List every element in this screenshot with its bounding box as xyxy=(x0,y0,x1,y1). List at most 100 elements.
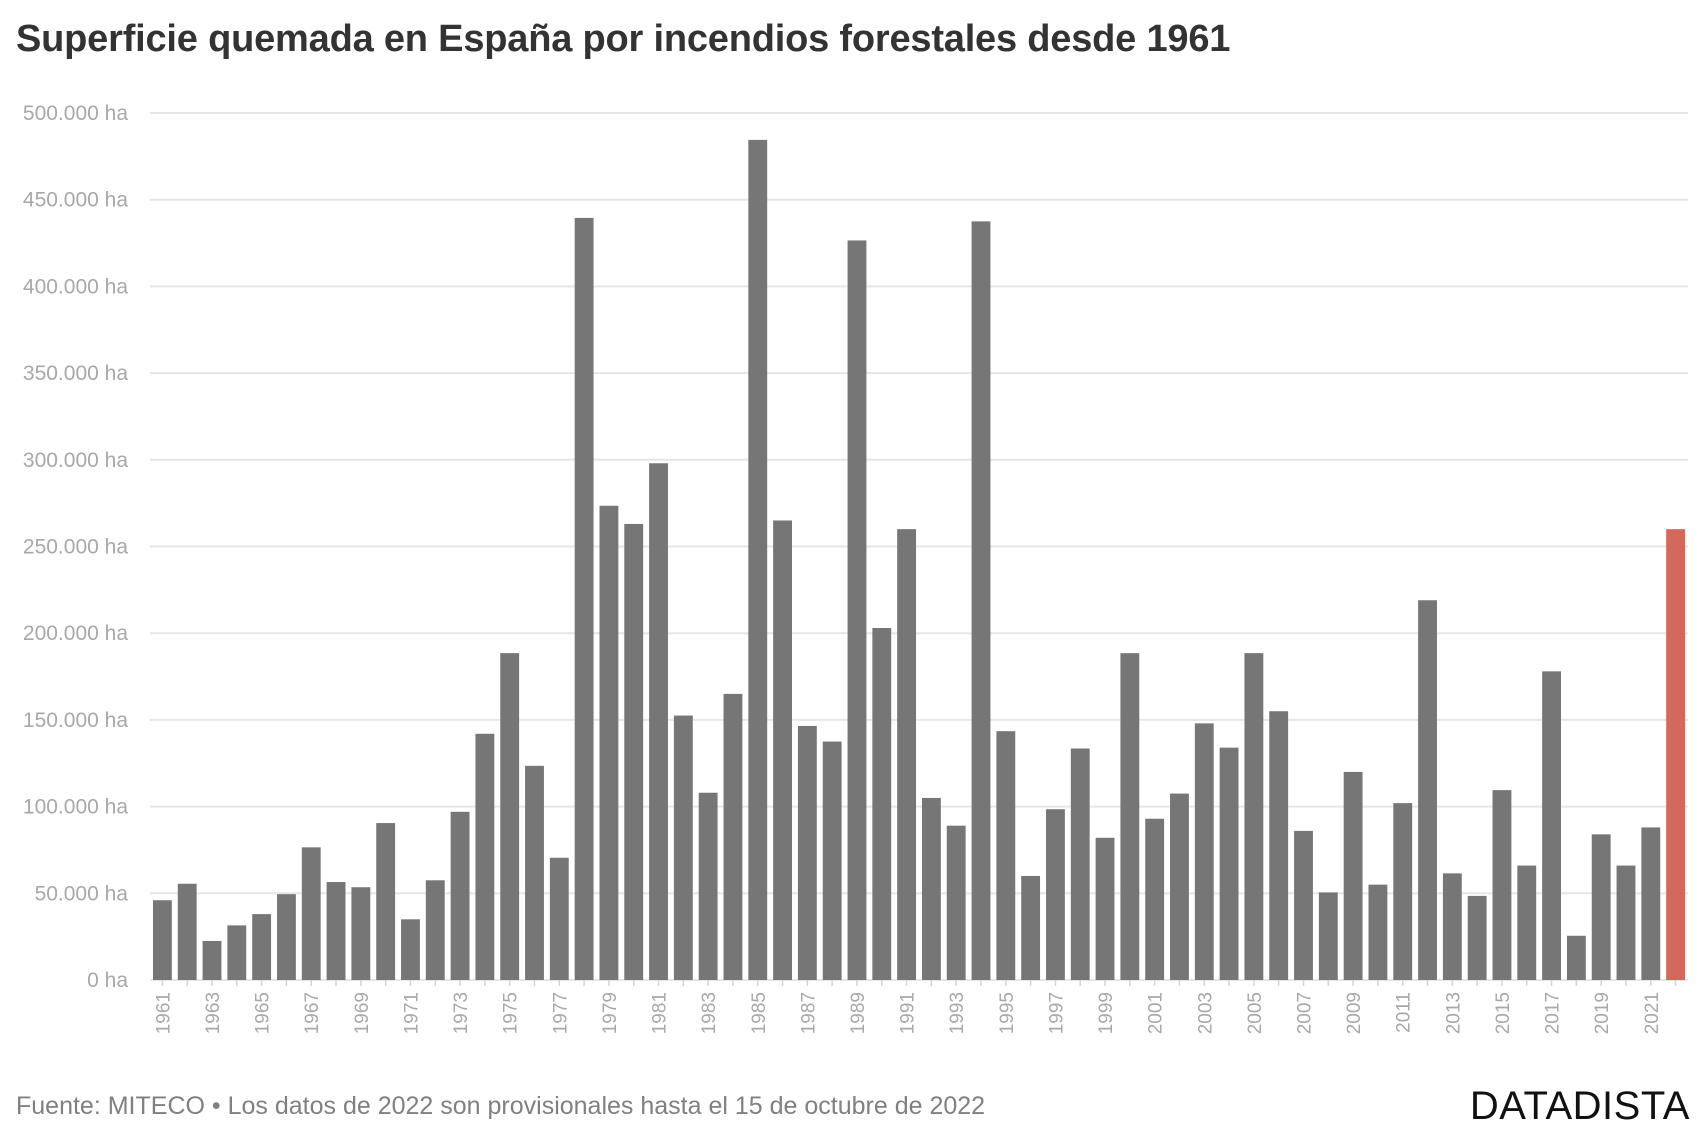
bar-1968: 1968: 56500 xyxy=(326,882,346,980)
bar-1981: 1981: 298000 xyxy=(649,463,668,980)
bar-1989: 1989: 426500 xyxy=(847,240,867,981)
y-tick-label: 150.000 ha xyxy=(23,709,128,732)
bar-1973: 1973: 97000 xyxy=(450,811,470,980)
y-tick-label: 350.000 ha xyxy=(23,362,128,385)
bar-1974: 1974: 142000 xyxy=(475,733,495,980)
bar-1996: 1996: 60000 xyxy=(1021,875,1041,980)
x-tick-label: 1967 xyxy=(302,992,323,1034)
x-tick-label: 1963 xyxy=(203,992,224,1034)
x-tick-label: 1991 xyxy=(898,992,919,1034)
bar-1990: 1990: 203000 xyxy=(872,627,892,980)
bar-2007: 2007: 86000 xyxy=(1294,830,1313,980)
bar-2005: 2005: 188500 xyxy=(1244,653,1264,980)
bar-2017: 2017: 178000 xyxy=(1542,671,1561,980)
chart-title: Superficie quemada en España por incendi… xyxy=(16,18,1231,60)
x-tick-label: 1999 xyxy=(1096,992,1117,1034)
bars: 1961: 460001962: 555001963: 225001964: 3… xyxy=(152,139,1686,981)
x-tick-label: 2011 xyxy=(1394,992,1415,1033)
bar-2008: 2008: 50500 xyxy=(1318,892,1338,980)
x-tick-label: 1979 xyxy=(600,992,621,1034)
bar-2000: 2000: 188500 xyxy=(1120,653,1140,980)
y-tick-label: 500.000 ha xyxy=(23,102,128,125)
x-tick-label: 2021 xyxy=(1642,992,1663,1034)
bar-1991: 1991: 260000 xyxy=(897,529,917,980)
bar-1977: 1977: 70500 xyxy=(549,857,569,980)
y-tick-label: 200.000 ha xyxy=(23,622,128,645)
x-tick-label: 1971 xyxy=(401,992,422,1034)
bar-2019: 2019: 84000 xyxy=(1591,834,1611,980)
bar-1978: 1978: 439500 xyxy=(574,217,594,981)
bar-1988: 1988: 137500 xyxy=(822,741,842,980)
y-tick-label: 400.000 ha xyxy=(23,275,128,298)
y-tick-label: 100.000 ha xyxy=(23,796,128,819)
bar-1998: 1998: 133500 xyxy=(1070,748,1090,980)
x-tick-label: 2007 xyxy=(1295,992,1316,1034)
bar-1984: 1984: 165000 xyxy=(723,693,743,980)
bar-2004: 2004: 134000 xyxy=(1219,747,1239,980)
bar-1966: 1966: 49500 xyxy=(277,894,296,980)
bar-2013: 2013: 61500 xyxy=(1442,873,1462,980)
x-tick-label: 1973 xyxy=(451,992,472,1034)
bar-1964: 1964: 31500 xyxy=(227,925,247,980)
bar-1963: 1963: 22500 xyxy=(202,940,222,980)
bar-2006: 2006: 155000 xyxy=(1269,711,1289,980)
x-tick-label: 2001 xyxy=(1146,992,1167,1034)
bar-2009: 2009: 120000 xyxy=(1343,771,1363,980)
y-tick-label: 0 ha xyxy=(87,969,128,992)
bar-1961: 1961: 46000 xyxy=(152,900,172,980)
bar-1979: 1979: 273500 xyxy=(599,505,619,980)
x-tick-label: 1981 xyxy=(650,992,671,1034)
bar-1995: 1995: 143500 xyxy=(996,731,1016,980)
bar-1969: 1969: 53500 xyxy=(351,887,371,980)
bar-1983: 1983: 108000 xyxy=(698,792,718,980)
x-tick-label: 1969 xyxy=(352,992,373,1034)
bar-2003: 2003: 148000 xyxy=(1194,723,1214,980)
bar-1972: 1972: 57500 xyxy=(425,880,445,980)
bar-1970: 1970: 90500 xyxy=(376,823,396,980)
y-axis-labels: 0 ha 50.000 ha 100.000 ha 150.000 ha 200.000… xyxy=(23,102,128,992)
x-tick-label: 1975 xyxy=(501,992,522,1034)
bar-2014: 2014: 48500 xyxy=(1467,895,1487,980)
bar-2022: 2022: 260000 xyxy=(1666,529,1686,980)
bar-2001: 2001: 93000 xyxy=(1145,818,1165,980)
x-tick-label: 1987 xyxy=(798,992,819,1034)
bar-1971: 1971: 35000 xyxy=(401,919,420,980)
source-note: Fuente: MITECO • Los datos de 2022 son p… xyxy=(16,1092,986,1120)
x-tick-label: 1997 xyxy=(1046,992,1067,1034)
gridlines xyxy=(150,112,1688,981)
y-tick-label: 450.000 ha xyxy=(23,189,128,212)
bar-1965: 1965: 38000 xyxy=(252,914,272,980)
x-tick-label: 2017 xyxy=(1543,992,1564,1034)
x-tick-label: 1977 xyxy=(550,992,571,1034)
x-tick-label: 1985 xyxy=(749,992,770,1034)
bar-1994: 1994: 437500 xyxy=(971,221,991,980)
x-tick-label: 1993 xyxy=(947,992,968,1034)
bar-1982: 1982: 152500 xyxy=(673,715,693,980)
bar-1967: 1967: 76500 xyxy=(301,847,321,980)
y-tick-label: 50.000 ha xyxy=(35,882,129,905)
bar-2012: 2012: 219000 xyxy=(1418,600,1437,980)
bar-1992: 1992: 105000 xyxy=(921,797,941,980)
bar-2018: 2018: 25500 xyxy=(1566,935,1586,980)
x-tick-label: 1989 xyxy=(848,992,869,1034)
bar-2002: 2002: 107500 xyxy=(1170,793,1189,980)
bar-1980: 1980: 263000 xyxy=(624,523,644,980)
x-tick-label: 2013 xyxy=(1443,992,1464,1034)
x-tick-label: 2009 xyxy=(1344,992,1365,1034)
x-axis-labels: 1961 1963 1965 1967 1969 1971 1973 1975 1977 1979… xyxy=(153,980,1677,1034)
x-tick-label: 2015 xyxy=(1493,992,1514,1034)
bar-1997: 1997: 98500 xyxy=(1046,809,1065,980)
y-tick-label: 250.000 ha xyxy=(23,536,128,559)
bar-1975: 1975: 188500 xyxy=(500,653,520,980)
bar-2016: 2016: 66000 xyxy=(1517,865,1537,980)
bar-1993: 1993: 89000 xyxy=(946,825,966,980)
x-tick-label: 1995 xyxy=(997,992,1018,1034)
x-tick-label: 1983 xyxy=(699,992,720,1034)
bar-1987: 1987: 146500 xyxy=(797,725,817,980)
bar-2011: 2011: 102000 xyxy=(1393,803,1413,980)
bar-1976: 1976: 123500 xyxy=(525,765,544,980)
x-tick-label: 2003 xyxy=(1195,992,1216,1034)
x-tick-label: 1961 xyxy=(153,992,174,1034)
x-tick-label: 2019 xyxy=(1592,992,1613,1034)
bar-1962: 1962: 55500 xyxy=(177,883,197,980)
